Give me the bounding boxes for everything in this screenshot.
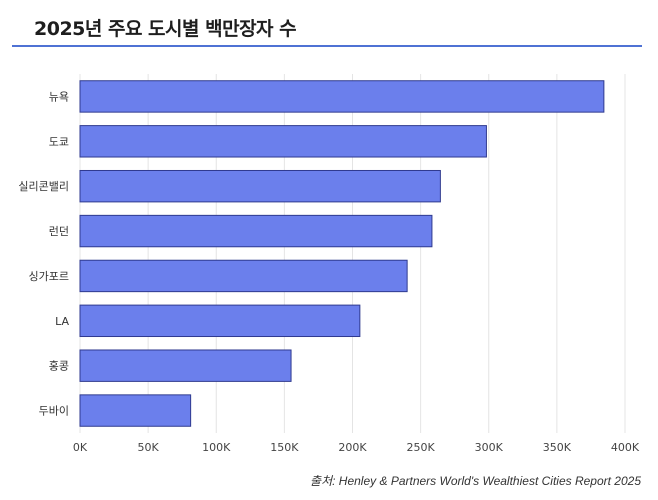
x-axis-labels: 0K 50K 100K 150K 200K 250K 300K 350K 400K: [73, 441, 640, 454]
category-label: 런던: [49, 225, 69, 238]
bars: [79, 80, 605, 427]
x-tick-label: 50K: [138, 441, 160, 454]
x-tick-label: 300K: [475, 441, 504, 454]
x-tick-label: 250K: [407, 441, 436, 454]
x-tick-label: 350K: [543, 441, 572, 454]
chart-title: 2025년 주요 도시별 백만장자 수: [34, 18, 297, 40]
category-label: LA: [55, 315, 69, 328]
x-tick-label: 0K: [73, 441, 88, 454]
bar-2: [79, 169, 441, 203]
category-label: 뉴욕: [49, 90, 69, 103]
category-label: 싱가포르: [29, 270, 69, 283]
bar-7: [79, 394, 192, 427]
bar-4: [79, 259, 408, 293]
bar-6: [79, 349, 292, 382]
x-tick-label: 200K: [338, 441, 367, 454]
x-tick-label: 100K: [202, 441, 231, 454]
category-label: 실리콘밸리: [18, 180, 69, 193]
bar-1: [79, 125, 487, 158]
x-tick-label: 150K: [270, 441, 299, 454]
bar-3: [79, 214, 433, 248]
bar-0: [79, 80, 605, 113]
title-underline: [12, 45, 642, 47]
bar-5: [79, 304, 361, 338]
source-note: 출처: Henley & Partners World's Wealthiest…: [310, 474, 641, 488]
x-tick-label: 400K: [611, 441, 640, 454]
category-label: 두바이: [39, 405, 69, 418]
category-label: 홍콩: [49, 359, 69, 373]
category-label: 도쿄: [49, 135, 69, 148]
